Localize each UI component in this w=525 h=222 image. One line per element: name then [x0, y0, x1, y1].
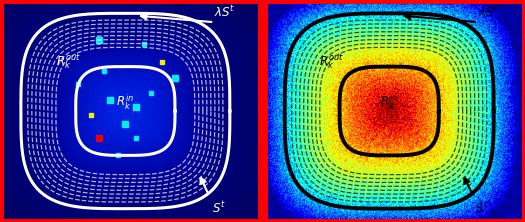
Text: $R_k^{out}$: $R_k^{out}$: [319, 53, 344, 72]
Text: $R_k^{in}$: $R_k^{in}$: [380, 92, 398, 112]
Text: $\lambda S^t$: $\lambda S^t$: [478, 4, 499, 20]
Text: $S^t$: $S^t$: [212, 200, 225, 215]
Text: $R_k^{out}$: $R_k^{out}$: [56, 53, 80, 72]
Text: $S^t$: $S^t$: [475, 200, 489, 215]
Text: $\lambda S^t$: $\lambda S^t$: [214, 4, 235, 20]
Text: $R_k^{in}$: $R_k^{in}$: [117, 92, 134, 112]
